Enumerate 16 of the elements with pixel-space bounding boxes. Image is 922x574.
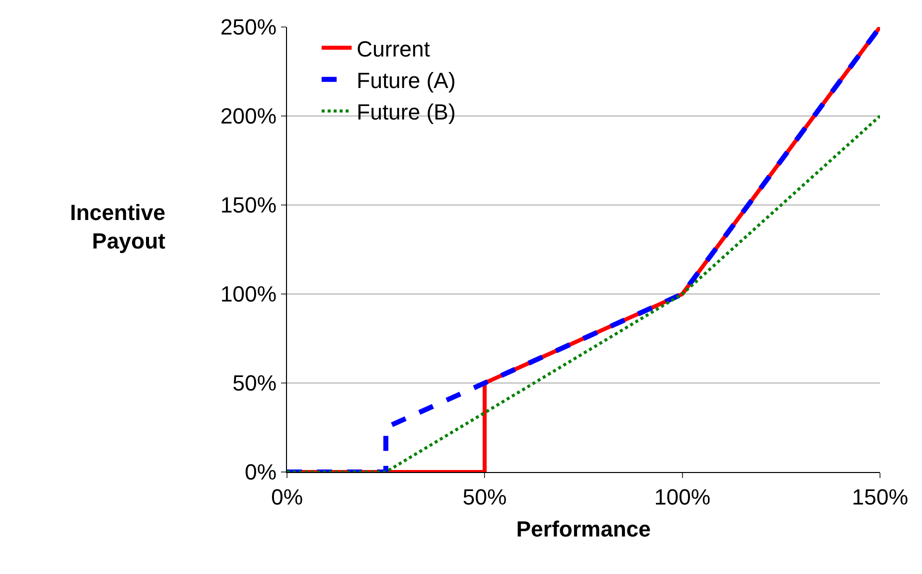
x-tick-label: 150%	[852, 484, 908, 510]
x-tick-label: 100%	[654, 484, 710, 510]
legend-label: Future (B)	[356, 100, 456, 125]
y-tick-label: 0%	[244, 460, 277, 485]
x-tick-label: 50%	[462, 484, 507, 510]
y-tick-label: 100%	[220, 282, 277, 307]
legend-label: Current	[356, 36, 430, 62]
line-series	[287, 27, 880, 472]
y-tick-label: 200%	[220, 104, 277, 129]
y-tick-label: 50%	[232, 370, 277, 396]
x-tick-label: 0%	[271, 484, 303, 510]
y-axis-title: Incentive Payout	[70, 200, 166, 254]
y-tick-label: 250%	[220, 14, 277, 40]
y-tick-label: 150%	[220, 192, 277, 218]
legend-label: Future (A)	[356, 68, 456, 93]
x-axis-title: Performance	[516, 516, 651, 542]
